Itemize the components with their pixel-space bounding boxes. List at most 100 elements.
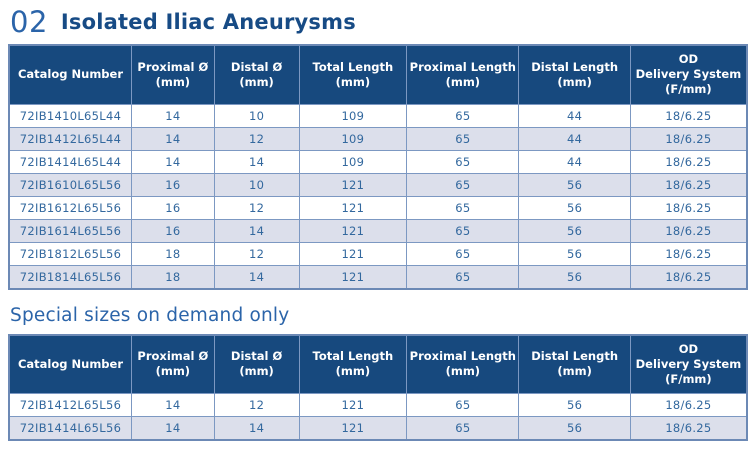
table-cell: 18: [131, 241, 215, 266]
table-cell: 56: [518, 241, 631, 266]
special-sizes-subtitle: Special sizes on demand only: [10, 304, 290, 326]
table-cell: 16: [131, 195, 215, 220]
table-cell: 14: [131, 149, 215, 174]
table-cell: 121: [298, 172, 408, 197]
table-cell: 14: [213, 218, 300, 243]
column-header: Proximal Ø (mm): [131, 334, 215, 395]
page-title: Isolated Iliac Aneurysms: [60, 9, 356, 34]
table-cell: 121: [298, 393, 408, 418]
table-cell: 16: [131, 172, 215, 197]
table-cell: 16: [131, 218, 215, 243]
catalog-number-cell: 72IB1412L65L44: [8, 126, 132, 151]
table-cell: 14: [131, 416, 215, 441]
catalog-page: 02 Isolated Iliac Aneurysms Catalog Numb…: [8, 8, 748, 442]
catalog-number-cell: 72IB1612L65L56: [8, 195, 132, 220]
catalog-number-cell: 72IB1812L65L56: [8, 241, 132, 266]
table-row: 72IB1412L65L44 14 12 109 65 44 18/6.25: [8, 126, 748, 151]
table-cell: 56: [518, 264, 631, 290]
table-cell: 65: [406, 393, 520, 418]
table-row: 72IB1814L65L56 18 14 121 65 56 18/6.25: [8, 264, 748, 290]
column-header: Total Length (mm): [298, 44, 408, 105]
table-cell: 12: [213, 126, 300, 151]
table-cell: 121: [298, 195, 408, 220]
catalog-number-cell: 72IB1414L65L44: [8, 149, 132, 174]
table-cell: 10: [213, 103, 300, 128]
table-cell: 65: [406, 416, 520, 441]
main-table: Catalog Number Proximal Ø (mm) Distal Ø (mm)…: [8, 44, 748, 290]
table-cell: 18/6.25: [629, 241, 748, 266]
table-cell: 18/6.25: [629, 103, 748, 128]
table-cell: 44: [518, 149, 631, 174]
table-cell: 14: [131, 103, 215, 128]
table-cell: 65: [406, 149, 520, 174]
table-cell: 121: [298, 241, 408, 266]
column-header: Catalog Number: [8, 44, 132, 105]
table-row: 72IB1610L65L56 16 10 121 65 56 18/6.25: [8, 172, 748, 197]
table-cell: 18/6.25: [629, 218, 748, 243]
table-cell: 18/6.25: [629, 393, 748, 418]
column-header: Distal Length (mm): [518, 44, 631, 105]
main-table-header: Catalog Number Proximal Ø (mm) Distal Ø (mm)…: [8, 44, 748, 105]
column-header: Catalog Number: [8, 334, 132, 395]
table-cell: 121: [298, 218, 408, 243]
section-number: 02: [10, 5, 48, 39]
table-row: 72IB1614L65L56 16 14 121 65 56 18/6.25: [8, 218, 748, 243]
table-cell: 65: [406, 264, 520, 290]
special-table-body: 72IB1412L65L56 14 12 121 65 56 18/6.25 72IB1414…: [8, 393, 748, 441]
column-header: Distal Ø (mm): [213, 334, 300, 395]
table-cell: 65: [406, 172, 520, 197]
table-cell: 14: [213, 264, 300, 290]
table-cell: 109: [298, 103, 408, 128]
catalog-number-cell: 72IB1410L65L44: [8, 103, 132, 128]
table-cell: 18/6.25: [629, 149, 748, 174]
special-table-header: Catalog Number Proximal Ø (mm) Distal Ø (mm)…: [8, 334, 748, 395]
special-sizes-table: Catalog Number Proximal Ø (mm) Distal Ø (mm)…: [8, 333, 748, 442]
table-cell: 109: [298, 149, 408, 174]
catalog-number-cell: 72IB1610L65L56: [8, 172, 132, 197]
table-cell: 65: [406, 195, 520, 220]
catalog-number-cell: 72IB1614L65L56: [8, 218, 132, 243]
column-header: Distal Ø (mm): [213, 44, 300, 105]
column-header: Total Length (mm): [298, 334, 408, 395]
table-cell: 65: [406, 126, 520, 151]
table-row: 72IB1410L65L44 14 10 109 65 44 18/6.25: [8, 103, 748, 128]
table-cell: 18/6.25: [629, 264, 748, 290]
table-cell: 109: [298, 126, 408, 151]
table-cell: 18/6.25: [629, 126, 748, 151]
table-row: 72IB1414L65L56 14 14 121 65 56 18/6.25: [8, 416, 748, 441]
table-cell: 14: [131, 126, 215, 151]
table-row: 72IB1612L65L56 16 12 121 65 56 18/6.25: [8, 195, 748, 220]
column-header: Proximal Length (mm): [406, 334, 520, 395]
table-cell: 10: [213, 172, 300, 197]
table-cell: 56: [518, 218, 631, 243]
table-cell: 18: [131, 264, 215, 290]
column-header: Distal Length (mm): [518, 334, 631, 395]
catalog-number-cell: 72IB1414L65L56: [8, 416, 132, 441]
table-cell: 18/6.25: [629, 195, 748, 220]
table-cell: 56: [518, 195, 631, 220]
table-cell: 12: [213, 241, 300, 266]
table-cell: 121: [298, 264, 408, 290]
section-header: 02 Isolated Iliac Aneurysms: [10, 8, 748, 37]
table-cell: 14: [213, 149, 300, 174]
table-cell: 65: [406, 241, 520, 266]
table-cell: 65: [406, 218, 520, 243]
catalog-number-cell: 72IB1814L65L56: [8, 264, 132, 290]
table-cell: 18/6.25: [629, 416, 748, 441]
table-cell: 12: [213, 195, 300, 220]
table-cell: 12: [213, 393, 300, 418]
column-header: OD Delivery System (F/mm): [629, 44, 748, 105]
catalog-number-cell: 72IB1412L65L56: [8, 393, 132, 418]
table-cell: 44: [518, 103, 631, 128]
table-cell: 14: [213, 416, 300, 441]
table-cell: 56: [518, 393, 631, 418]
table-cell: 121: [298, 416, 408, 441]
header-row: Catalog Number Proximal Ø (mm) Distal Ø (mm)…: [8, 334, 748, 395]
table-cell: 65: [406, 103, 520, 128]
header-row: Catalog Number Proximal Ø (mm) Distal Ø (mm)…: [8, 44, 748, 105]
table-cell: 44: [518, 126, 631, 151]
table-row: 72IB1412L65L56 14 12 121 65 56 18/6.25: [8, 393, 748, 418]
table-cell: 56: [518, 416, 631, 441]
column-header: OD Delivery System (F/mm): [629, 334, 748, 395]
column-header: Proximal Length (mm): [406, 44, 520, 105]
